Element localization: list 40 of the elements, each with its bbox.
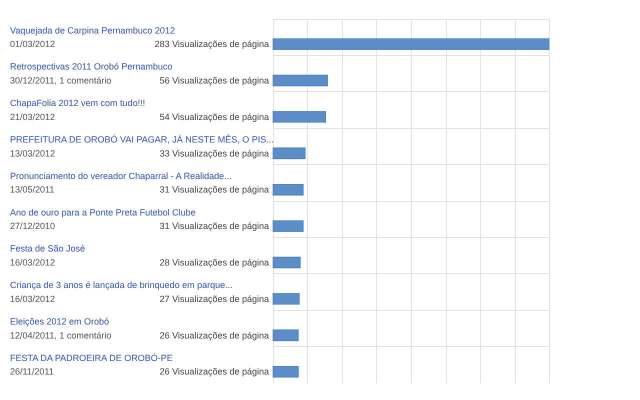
y-tick-label: Pronunciamento do vereador Chaparral - A Realidade... — [10, 170, 232, 181]
bar — [272, 38, 550, 50]
bar — [272, 293, 300, 305]
bar — [272, 184, 304, 196]
bar — [272, 256, 301, 268]
y-tick-label: PREFEITURA DE OROBÓ VAI PAGAR, JÁ NESTE MÊS, O PIS... — [10, 134, 274, 144]
data-label: 27 Visualizações de página — [160, 294, 269, 304]
text: 26/11/2011 — [10, 366, 54, 377]
y-tick-label: FESTA DA PADROEIRA DE OROBÓ-PE — [10, 352, 173, 363]
bar — [272, 220, 304, 232]
data-label: 33 Visualizações de página — [160, 148, 269, 158]
text: 27/12/2010 — [10, 221, 56, 232]
y-tick-label: Retrospectivas 2011 Orobó Pernambuco — [10, 62, 172, 72]
data-label: 54 Visualizações de página — [160, 112, 269, 122]
data-label: 26 Visualizações de página — [160, 366, 269, 377]
data-label: 28 Visualizações de página — [160, 258, 269, 268]
text: 21/03/2012 — [10, 112, 56, 122]
data-label: 31 Visualizações de página — [160, 184, 269, 195]
bar — [272, 74, 328, 86]
bar — [272, 111, 326, 123]
data-label: 26 Visualizações de página — [160, 330, 269, 340]
bar — [272, 148, 306, 160]
data-label: 31 Visualizações de página — [160, 221, 269, 232]
y-tick-label: Festa de São José — [10, 244, 86, 254]
text: 13/05/2011 — [10, 184, 54, 195]
text: 16/03/2012 — [10, 294, 56, 304]
y-tick-label: Ano de ouro para a Ponte Preta Futebol Clube — [10, 207, 196, 218]
text: 01/03/2012 — [10, 39, 56, 50]
y-tick-label: ChapaFolia 2012 vem com tudo!!! — [10, 98, 146, 108]
y-tick-label: Vaquejada de Carpina Pernambuco 2012 — [10, 25, 175, 36]
data-label: 283 Visualizações de página — [154, 39, 269, 50]
bar — [272, 366, 299, 378]
text: 16/03/2012 — [10, 258, 56, 268]
text: 30/12/2011, 1 comentário — [10, 76, 112, 86]
y-tick-label: Criança de 3 anos é lançada de brinquedo em parque... — [10, 280, 233, 290]
text: 12/04/2011, 1 comentário — [10, 330, 112, 340]
text: 13/03/2012 — [10, 148, 56, 158]
y-tick-label: Eleições 2012 em Orobó — [10, 316, 110, 326]
data-label: 56 Visualizações de página — [160, 76, 269, 86]
bar — [272, 330, 299, 342]
